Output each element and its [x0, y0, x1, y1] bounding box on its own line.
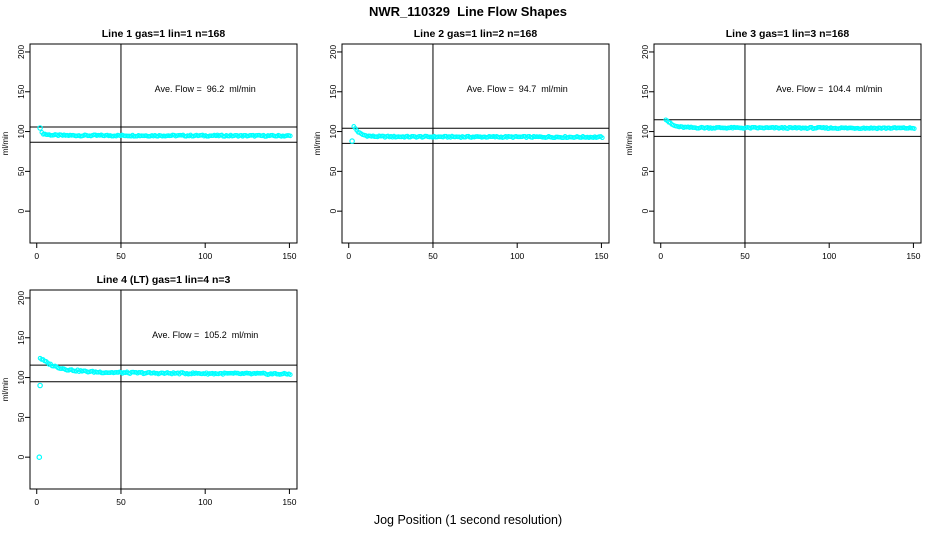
x-tick-label: 150 — [906, 251, 920, 261]
data-point — [287, 133, 293, 139]
x-tick-label: 0 — [346, 251, 351, 261]
x-tick-label: 150 — [594, 251, 608, 261]
plot-title: Line 4 (LT) gas=1 lin=4 n=3 — [97, 274, 231, 286]
y-tick-label: 150 — [640, 84, 650, 98]
x-tick-label: 100 — [822, 251, 836, 261]
y-tick-label: 0 — [16, 455, 26, 460]
x-tick-label: 50 — [740, 251, 750, 261]
x-tick-label: 50 — [116, 251, 126, 261]
y-tick-label: 0 — [16, 209, 26, 214]
x-tick-label: 50 — [116, 497, 126, 507]
x-tick-label: 0 — [658, 251, 663, 261]
page-title: NWR_110329 Line Flow Shapes — [369, 4, 567, 19]
y-tick-label: 200 — [640, 45, 650, 59]
subplot-line-2: 0 50 100 150 200 0 50 100 150 ml/min Line 2 gas=1 … — [313, 28, 610, 261]
y-tick-label: 50 — [16, 412, 26, 422]
y-tick-label: 100 — [328, 124, 338, 138]
y-tick-label: 200 — [16, 45, 26, 59]
y-tick-label: 100 — [16, 370, 26, 384]
x-tick-label: 100 — [510, 251, 524, 261]
y-tick-label: 0 — [328, 209, 338, 214]
plot-title: Line 3 gas=1 lin=3 n=168 — [726, 28, 850, 40]
outlier-point — [36, 454, 43, 461]
y-tick-label: 150 — [16, 84, 26, 98]
y-axis-title: ml/min — [1, 378, 10, 402]
plot-title: Line 1 gas=1 lin=1 n=168 — [102, 28, 226, 40]
subplot-line-1: 0 50 100 150 200 0 50 100 150 ml/min Line 1 gas=1 … — [1, 28, 298, 261]
y-axis-title: ml/min — [313, 132, 322, 156]
x-tick-label: 100 — [198, 251, 212, 261]
plot-annotation: Ave. Flow = 105.2 ml/min — [152, 330, 258, 340]
y-tick-label: 100 — [640, 124, 650, 138]
plot-box — [653, 43, 922, 244]
data-point — [911, 126, 917, 131]
y-tick-label: 50 — [640, 166, 650, 176]
plot-box — [29, 289, 298, 490]
subplot-line-4: 0 50 100 150 200 0 50 100 150 ml/min Line 4 (LT) g… — [1, 274, 298, 507]
y-tick-label: 50 — [16, 166, 26, 176]
outlier-point — [37, 382, 43, 389]
plot-title: Line 2 gas=1 lin=2 n=168 — [414, 28, 538, 40]
y-tick-label: 150 — [16, 330, 26, 344]
x-tick-label: 0 — [34, 497, 39, 507]
plot-annotation: Ave. Flow = 104.4 ml/min — [776, 84, 882, 94]
plot-annotation: Ave. Flow = 94.7 ml/min — [467, 84, 568, 94]
x-tick-label: 0 — [34, 251, 39, 261]
data-point — [599, 135, 605, 141]
x-tick-label: 150 — [282, 251, 296, 261]
data-point — [287, 372, 293, 377]
y-tick-label: 50 — [328, 166, 338, 176]
y-axis-title: ml/min — [625, 132, 634, 156]
y-tick-label: 0 — [640, 209, 650, 214]
x-tick-label: 100 — [198, 497, 212, 507]
outlier-point — [349, 138, 355, 144]
y-tick-label: 100 — [16, 124, 26, 138]
x-tick-label: 150 — [282, 497, 296, 507]
y-tick-label: 200 — [16, 291, 26, 305]
subplot-line-3: 0 50 100 150 200 0 50 100 150 ml/min Line 3 gas=1 … — [625, 28, 922, 261]
plot-box — [29, 43, 298, 244]
x-tick-label: 50 — [428, 251, 438, 261]
y-tick-label: 200 — [328, 45, 338, 59]
y-tick-label: 150 — [328, 84, 338, 98]
outlier-point — [37, 125, 43, 131]
plot-annotation: Ave. Flow = 96.2 ml/min — [155, 84, 256, 94]
x-axis-label: Jog Position (1 second resolution) — [373, 513, 563, 527]
y-axis-title: ml/min — [1, 132, 10, 156]
